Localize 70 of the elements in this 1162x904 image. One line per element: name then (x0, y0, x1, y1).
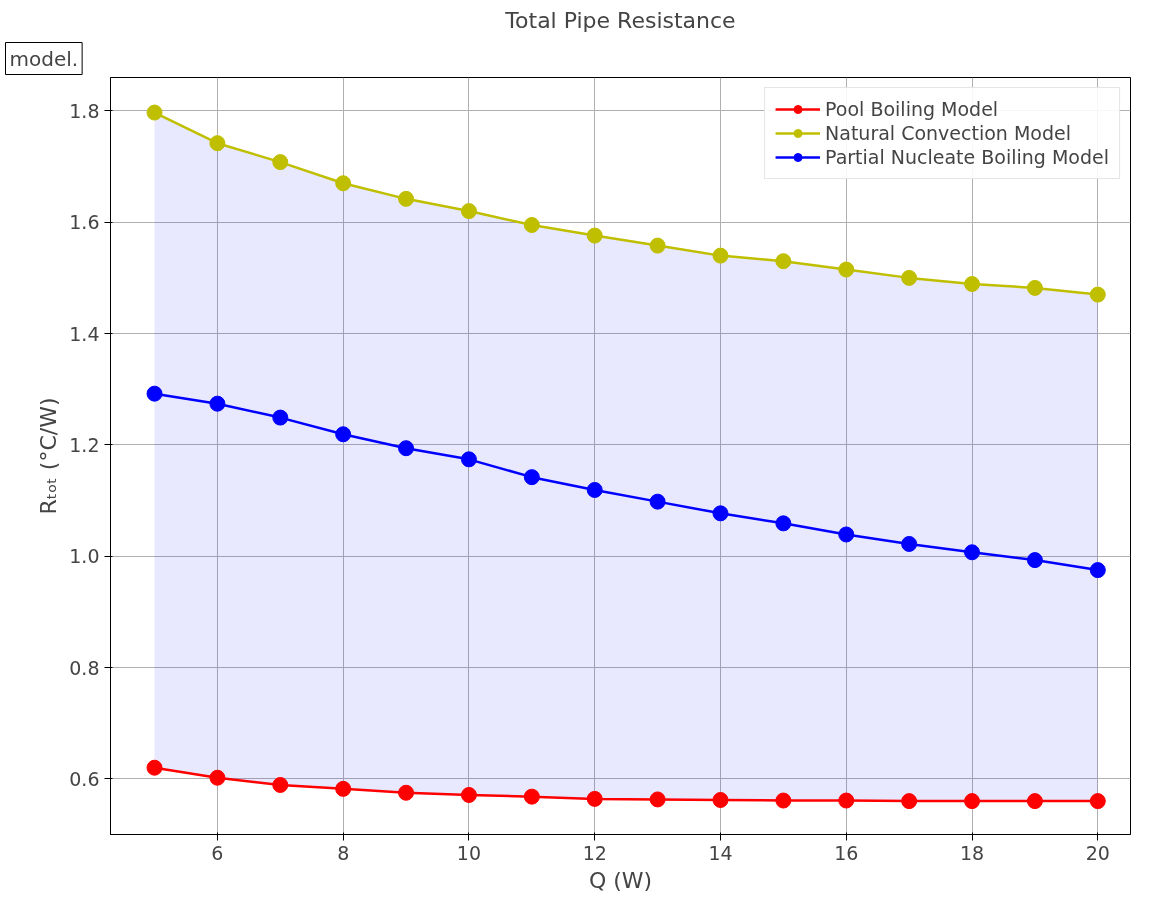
point (398, 440, 415, 457)
point (523, 469, 540, 486)
point (775, 253, 792, 270)
x-axis-title: Q (W) (588, 867, 653, 893)
text: model. (9, 46, 79, 71)
point (838, 526, 855, 543)
point (775, 792, 792, 809)
point (901, 269, 918, 286)
point (209, 769, 226, 786)
y-tick-label: 1.2 (69, 433, 100, 456)
point (586, 790, 603, 807)
chart-title: Total Pipe Resistance (504, 7, 736, 33)
point (272, 776, 289, 793)
point (838, 261, 855, 278)
point (272, 409, 289, 426)
point (398, 190, 415, 207)
point (964, 793, 981, 810)
point (335, 175, 352, 192)
point (146, 385, 163, 402)
point (523, 788, 540, 805)
y-tick-label: 1.4 (69, 322, 100, 345)
point (775, 515, 792, 532)
legend-label: Pool Boiling Model (825, 98, 999, 120)
point (712, 247, 729, 264)
point (649, 791, 666, 808)
point (460, 451, 477, 468)
point (1089, 562, 1106, 579)
point (964, 276, 981, 292)
point (335, 426, 352, 443)
y-tick-label: 1.6 (69, 211, 100, 234)
point (209, 395, 226, 412)
x-tick-label: 18 (959, 841, 985, 864)
point (964, 544, 981, 561)
y-tick-label: 0.8 (69, 656, 100, 679)
point (1026, 552, 1043, 569)
point (1026, 279, 1043, 296)
point (649, 493, 666, 510)
point (460, 203, 477, 220)
point (523, 217, 540, 233)
y-tick-label: 0.6 (69, 767, 100, 790)
point (712, 792, 729, 808)
point (460, 786, 477, 803)
y-tick-label: 1.8 (69, 99, 100, 122)
y-axis-title: Rₜₒₜ (°C/W) (36, 397, 62, 515)
x-tick-label: 20 (1085, 841, 1110, 864)
point (838, 792, 855, 809)
point (712, 505, 729, 522)
point (272, 154, 289, 171)
point (586, 481, 603, 498)
point (146, 759, 163, 776)
y-tick-label: 1.0 (69, 545, 100, 568)
x-tick-label: 14 (708, 841, 733, 864)
x-tick-label: 8 (337, 841, 350, 864)
point (649, 237, 666, 254)
legend-label: Partial Nucleate Boiling Model (825, 146, 1109, 168)
point (901, 535, 918, 552)
point (209, 135, 226, 152)
point (901, 793, 918, 810)
point (1026, 793, 1043, 810)
x-tick-label: 16 (834, 841, 859, 864)
legend-label: Natural Convection Model (825, 122, 1071, 144)
point (335, 780, 352, 797)
point (146, 104, 163, 121)
x-tick-label: 10 (456, 841, 482, 864)
x-tick-label: 12 (582, 841, 607, 864)
point (1089, 286, 1106, 303)
point (1089, 793, 1106, 810)
point (586, 227, 603, 244)
x-tick-label: 6 (211, 841, 224, 864)
point (398, 784, 415, 801)
